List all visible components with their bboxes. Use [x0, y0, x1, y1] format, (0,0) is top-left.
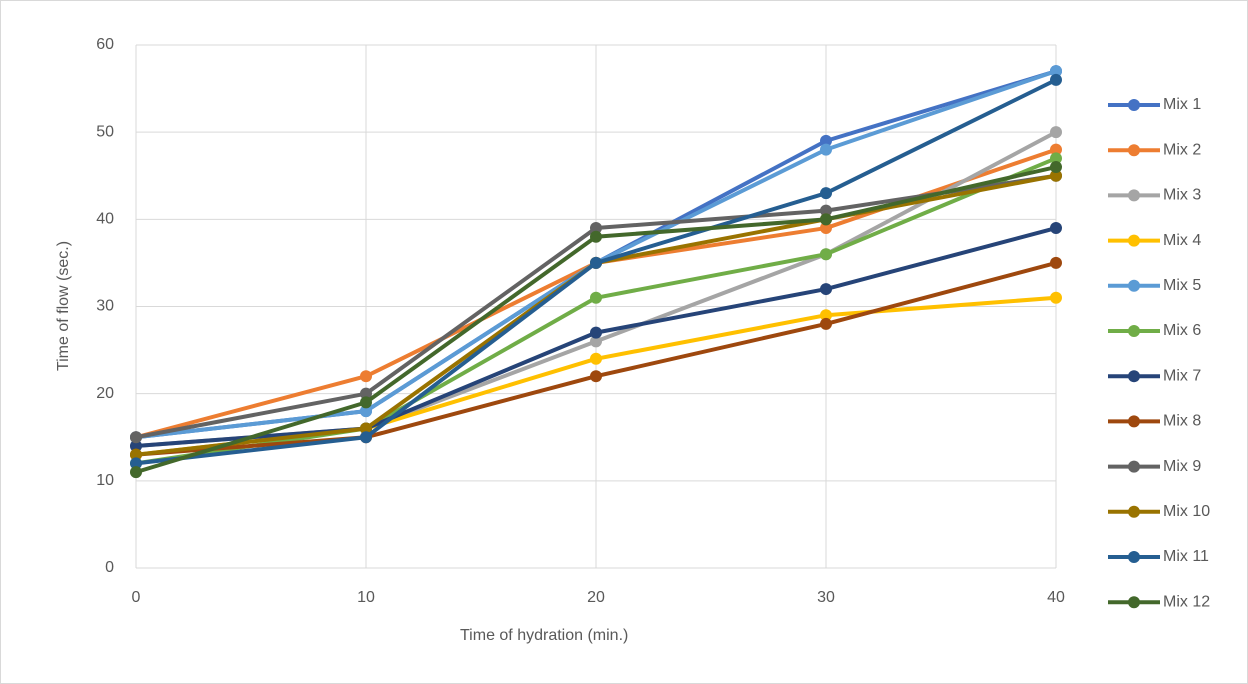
legend-label: Mix 7 — [1163, 367, 1201, 384]
x-tick-label: 10 — [357, 589, 375, 606]
data-point — [360, 431, 372, 443]
data-point — [1050, 257, 1062, 269]
data-point — [1050, 292, 1062, 304]
legend-marker — [1128, 280, 1140, 292]
y-tick-label: 60 — [96, 36, 114, 53]
chart-border — [1, 1, 1248, 684]
x-tick-label: 40 — [1047, 589, 1065, 606]
data-point — [820, 144, 832, 156]
legend-marker — [1128, 325, 1140, 337]
x-tick-label: 20 — [587, 589, 605, 606]
legend-label: Mix 2 — [1163, 141, 1201, 158]
data-point — [130, 466, 142, 478]
y-tick-label: 20 — [96, 385, 114, 402]
data-point — [360, 396, 372, 408]
legend-label: Mix 8 — [1163, 413, 1201, 430]
legend-label: Mix 10 — [1163, 503, 1210, 520]
legend-marker — [1128, 235, 1140, 247]
data-point — [820, 213, 832, 225]
legend-label: Mix 4 — [1163, 232, 1201, 249]
data-point — [820, 318, 832, 330]
data-point — [820, 187, 832, 199]
legend-label: Mix 9 — [1163, 458, 1201, 475]
data-point — [590, 257, 602, 269]
x-tick-label: 30 — [817, 589, 835, 606]
legend-marker — [1128, 596, 1140, 608]
y-axis-title: Time of flow (sec.) — [55, 241, 72, 371]
data-point — [590, 327, 602, 339]
data-point — [1050, 126, 1062, 138]
x-axis-title: Time of hydration (min.) — [460, 627, 628, 644]
data-point — [1050, 222, 1062, 234]
legend-marker — [1128, 189, 1140, 201]
data-point — [590, 292, 602, 304]
x-tick-label: 0 — [132, 589, 141, 606]
legend-marker — [1128, 461, 1140, 473]
data-point — [130, 431, 142, 443]
y-tick-label: 10 — [96, 472, 114, 489]
chart: Time of hydration (min.) Time of flow (s… — [0, 0, 1248, 684]
data-point — [1050, 74, 1062, 86]
legend-marker — [1128, 506, 1140, 518]
y-tick-label: 50 — [96, 123, 114, 140]
legend-label: Mix 12 — [1163, 593, 1210, 610]
data-point — [590, 353, 602, 365]
legend-marker — [1128, 370, 1140, 382]
data-point — [820, 248, 832, 260]
data-point — [590, 370, 602, 382]
legend-label: Mix 1 — [1163, 96, 1201, 113]
legend-label: Mix 11 — [1163, 548, 1209, 565]
y-tick-label: 30 — [96, 298, 114, 315]
y-tick-label: 40 — [96, 211, 114, 228]
y-tick-label: 0 — [105, 559, 114, 576]
data-point — [1050, 161, 1062, 173]
legend-label: Mix 3 — [1163, 187, 1201, 204]
legend-marker — [1128, 415, 1140, 427]
legend-label: Mix 6 — [1163, 322, 1201, 339]
legend-marker — [1128, 551, 1140, 563]
data-point — [360, 370, 372, 382]
data-point — [590, 231, 602, 243]
legend-marker — [1128, 99, 1140, 111]
legend-marker — [1128, 144, 1140, 156]
legend-label: Mix 5 — [1163, 277, 1201, 294]
data-point — [820, 283, 832, 295]
